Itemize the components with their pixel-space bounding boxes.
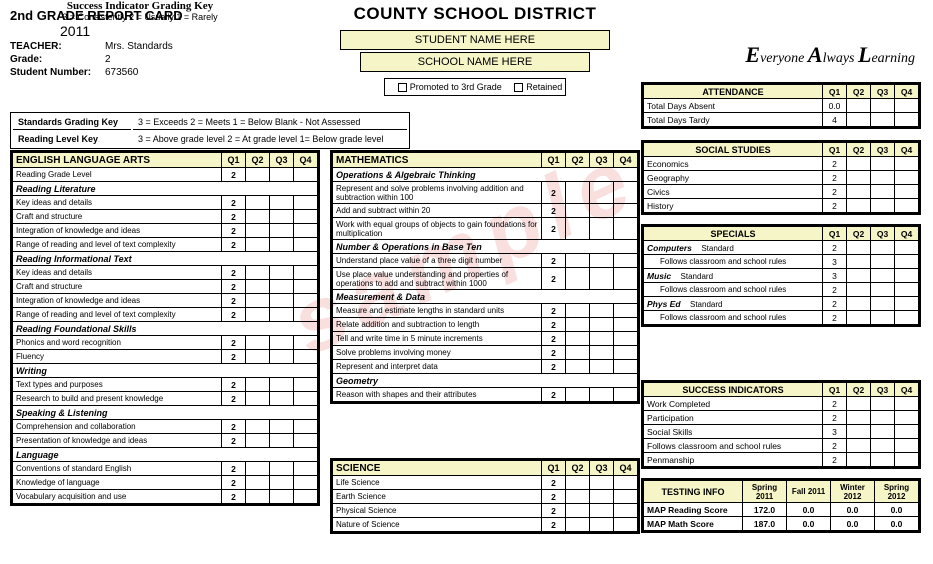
rd-key-label: Reading Level Key <box>13 132 131 146</box>
report-year: 2011 <box>60 23 260 39</box>
promoted-checkbox[interactable] <box>398 83 407 92</box>
ela-panel: ENGLISH LANGUAGE ARTSQ1Q2Q3Q4Reading Gra… <box>10 150 320 506</box>
promoted-label: Promoted to 3rd Grade <box>410 82 502 92</box>
std-key-text: 3 = Exceeds 2 = Meets 1 = Below Blank - … <box>133 115 407 130</box>
social-panel: SOCIAL STUDIESQ1Q2Q3Q4Economics2Geograph… <box>641 140 921 215</box>
grade-label: Grade: <box>10 54 105 65</box>
std-key-label: Standards Grading Key <box>13 115 131 130</box>
teacher-label: TEACHER: <box>10 41 105 52</box>
student-num: 673560 <box>105 67 138 78</box>
report-title: 2nd GRADE REPORT CARD <box>10 8 260 23</box>
attendance-panel: ATTENDANCEQ1Q2Q3Q4Total Days Absent0.0To… <box>641 82 921 129</box>
success-panel: SUCCESS INDICATORSQ1Q2Q3Q4Work Completed… <box>641 380 921 469</box>
teacher-name: Mrs. Standards <box>105 41 173 52</box>
science-panel: SCIENCEQ1Q2Q3Q4Life Science2Earth Scienc… <box>330 458 640 534</box>
motto: Everyone Always Learning <box>745 42 915 68</box>
grading-keys: Standards Grading Key3 = Exceeds 2 = Mee… <box>10 112 410 149</box>
testing-panel: TESTING INFOSpring 2011Fall 2011Winter 2… <box>641 478 921 533</box>
specials-panel: SPECIALSQ1Q2Q3Q4Computers Standard2Follo… <box>641 224 921 327</box>
grade-value: 2 <box>105 54 111 65</box>
retained-checkbox[interactable] <box>514 83 523 92</box>
district-name: COUNTY SCHOOL DISTRICT <box>310 4 640 24</box>
math-panel: MATHEMATICSQ1Q2Q3Q4Operations & Algebrai… <box>330 150 640 404</box>
student-num-label: Student Number: <box>10 67 105 78</box>
school-name-box: SCHOOL NAME HERE <box>360 52 590 72</box>
promotion-box: Promoted to 3rd Grade Retained <box>384 78 567 96</box>
header-center: COUNTY SCHOOL DISTRICT STUDENT NAME HERE… <box>310 4 640 96</box>
student-name-box: STUDENT NAME HERE <box>340 30 610 50</box>
header-left: 2nd GRADE REPORT CARD 2011 TEACHER:Mrs. … <box>10 8 260 78</box>
rd-key-text: 3 = Above grade level 2 = At grade level… <box>133 132 407 146</box>
retained-label: Retained <box>526 82 562 92</box>
